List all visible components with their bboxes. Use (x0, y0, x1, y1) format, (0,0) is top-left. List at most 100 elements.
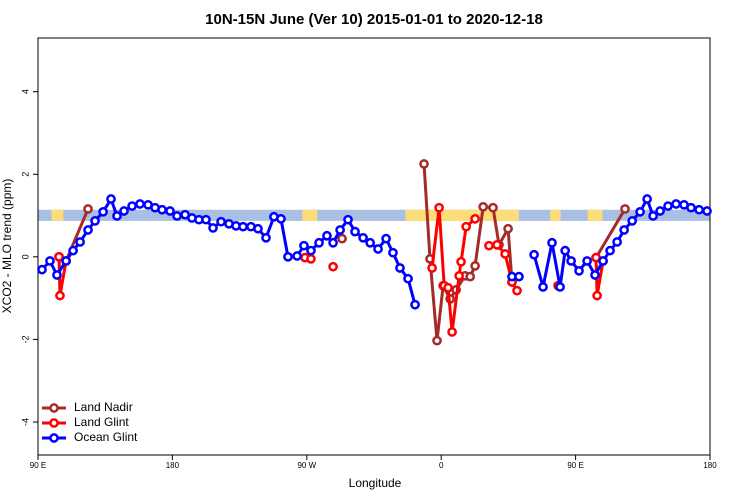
data-point (590, 270, 600, 280)
data-point (592, 290, 602, 301)
x-tick-label: 90 W (297, 461, 316, 470)
data-point (335, 225, 345, 235)
data-point (403, 273, 413, 284)
legend-label: Ocean Glint (74, 430, 138, 444)
data-point (447, 327, 457, 337)
data-point (503, 223, 513, 234)
highlight-range (51, 209, 64, 221)
y-axis-label: XCO2 - MLO trend (ppm) (0, 179, 14, 314)
data-point (365, 237, 375, 248)
series-line (58, 163, 627, 341)
data-point (432, 335, 442, 346)
data-point (635, 206, 645, 217)
data-point (253, 223, 263, 234)
data-point (395, 263, 405, 273)
data-point (299, 240, 309, 251)
data-point (54, 251, 64, 262)
x-tick-label: 0 (439, 461, 444, 470)
data-point (488, 202, 498, 213)
data-point (157, 204, 167, 215)
data-point (465, 271, 476, 282)
data-point (52, 270, 62, 280)
data-point (461, 221, 471, 232)
data-point (292, 251, 302, 261)
data-point (419, 159, 429, 169)
legend-marker (49, 418, 59, 428)
data-point (306, 254, 316, 264)
data-point (165, 206, 175, 216)
x-axis-label: Longitude (349, 476, 402, 490)
data-point (686, 202, 696, 213)
data-point (671, 199, 681, 209)
legend-marker (49, 433, 59, 443)
data-point (61, 256, 71, 266)
data-point (119, 206, 129, 216)
x-tick-label: 90 E (30, 461, 46, 470)
highlight-range (550, 209, 561, 221)
data-point (443, 282, 453, 293)
data-point (500, 249, 510, 259)
plot-frame (37, 37, 711, 456)
data-point (328, 261, 338, 272)
data-point (314, 237, 324, 248)
y-tick-label: -2 (20, 335, 30, 343)
data-point (45, 256, 55, 266)
data-point (555, 282, 565, 292)
y-tick-label: 0 (20, 254, 30, 259)
data-point (598, 256, 608, 266)
data-point (208, 223, 218, 233)
data-point (612, 237, 622, 247)
data-point (514, 271, 524, 282)
data-point (566, 256, 576, 266)
data-point (582, 256, 592, 266)
data-point (560, 245, 570, 256)
data-point (238, 221, 248, 232)
legend-label: Land Glint (74, 415, 129, 429)
data-point (456, 256, 466, 267)
data-point (135, 199, 145, 209)
data-point (655, 206, 665, 216)
data-point (492, 239, 502, 250)
data-point (358, 232, 368, 243)
data-point (619, 225, 629, 235)
data-point (410, 299, 420, 310)
data-point (350, 226, 360, 237)
data-point (512, 285, 522, 296)
y-tick-label: 2 (20, 172, 30, 177)
data-point (373, 244, 383, 254)
highlight-range (587, 209, 603, 221)
x-tick-label: 180 (703, 461, 717, 470)
data-point (574, 266, 584, 276)
data-point (83, 204, 93, 214)
data-point (337, 233, 347, 244)
data-point (127, 201, 137, 211)
data-point (478, 202, 489, 212)
data-point (261, 232, 271, 243)
data-point (381, 233, 391, 244)
data-point (663, 201, 673, 211)
chart-title: 10N-15N June (Ver 10) 2015-01-01 to 2020… (205, 11, 543, 28)
data-point (538, 282, 548, 292)
data-point (55, 290, 65, 301)
data-point (283, 251, 293, 262)
y-tick-label: -4 (20, 418, 30, 426)
data-point (75, 237, 85, 247)
data-point (276, 213, 286, 224)
data-point (627, 216, 638, 226)
data-point (529, 249, 539, 260)
legend-label: Land Nadir (74, 400, 133, 414)
data-point (328, 237, 338, 248)
data-point (37, 264, 47, 275)
data-point (388, 247, 398, 258)
data-point (484, 240, 494, 251)
x-tick-label: 180 (166, 461, 180, 470)
y-tick-label: 4 (20, 89, 30, 94)
data-point (605, 245, 615, 256)
data-point (83, 225, 93, 235)
data-point (343, 214, 353, 225)
data-point (201, 214, 211, 225)
data-point (642, 194, 652, 204)
data-point (620, 204, 630, 214)
data-point (648, 211, 658, 221)
